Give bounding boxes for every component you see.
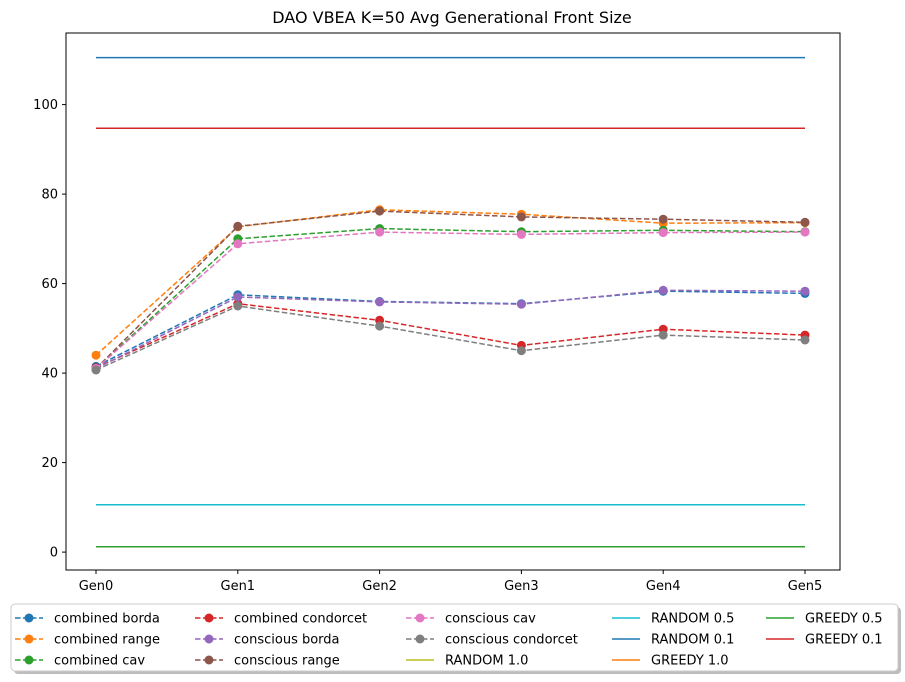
data-point	[375, 206, 385, 216]
legend-swatch-marker	[204, 613, 214, 623]
series-combined-condorcet	[91, 299, 810, 373]
y-tick-label: 80	[41, 188, 58, 203]
legend-box	[10, 603, 899, 672]
legend-item: conscious range	[195, 654, 340, 669]
legend-item: combined borda	[15, 612, 160, 627]
data-point	[800, 286, 810, 296]
legend-swatch-marker	[415, 634, 425, 644]
legend-label: conscious borda	[234, 633, 340, 648]
plot-frame	[65, 32, 841, 571]
legend-item: conscious condorcet	[406, 633, 578, 648]
legend-item: GREEDY 0.1	[766, 633, 883, 648]
data-point	[233, 301, 243, 311]
data-point	[233, 221, 243, 231]
legend-label: conscious range	[234, 654, 340, 669]
data-point	[375, 321, 385, 331]
series-line	[95, 302, 806, 369]
data-point	[516, 299, 526, 309]
legend-label: combined condorcet	[234, 612, 367, 627]
plot-area	[91, 56, 810, 548]
legend-item: combined range	[15, 633, 160, 648]
legend-item: conscious cav	[406, 612, 536, 627]
legend-item: conscious borda	[195, 633, 340, 648]
data-point	[658, 214, 668, 224]
legend-item: RANDOM 0.1	[612, 633, 734, 648]
data-point	[375, 297, 385, 307]
x-tick-label: Gen4	[646, 579, 681, 594]
legend-item: combined condorcet	[195, 612, 367, 627]
data-point	[233, 239, 243, 249]
legend-label: combined range	[54, 633, 160, 648]
legend-item: RANDOM 1.0	[406, 654, 528, 669]
y-tick-label: 60	[41, 277, 58, 292]
series-line	[95, 227, 806, 370]
x-tick-label: Gen1	[221, 579, 256, 594]
data-point	[91, 350, 101, 360]
series-line	[95, 231, 806, 370]
legend-swatch-marker	[415, 613, 425, 623]
chart-title: DAO VBEA K=50 Avg Generational Front Siz…	[272, 8, 632, 27]
series-combined-borda	[91, 286, 810, 371]
legend: combined borda combined range combined cav…	[10, 603, 901, 674]
series-line	[95, 289, 806, 370]
x-tick-label: Gen5	[788, 579, 823, 594]
series-conscious-cav	[91, 227, 810, 374]
series-conscious-range	[91, 206, 810, 374]
legend-label: conscious condorcet	[445, 633, 578, 648]
axes: Gen0 Gen1 Gen2 Gen3 Gen4 Gen5 0 20 40 60 80 100	[33, 32, 841, 594]
data-point	[658, 228, 668, 238]
x-tick-label: Gen0	[79, 579, 114, 594]
data-point	[800, 227, 810, 237]
series-line	[95, 305, 806, 371]
legend-label: conscious cav	[445, 612, 536, 627]
legend-label: RANDOM 0.1	[651, 633, 734, 648]
data-point	[91, 365, 101, 375]
series-conscious-condorcet	[91, 301, 810, 375]
data-point	[516, 346, 526, 356]
series-combined-cav	[91, 224, 810, 374]
legend-item: GREEDY 1.0	[612, 654, 729, 669]
data-point	[516, 229, 526, 239]
legend-swatch-marker	[204, 655, 214, 665]
legend-swatch-marker	[24, 655, 34, 665]
legend-item: RANDOM 0.5	[612, 612, 734, 627]
y-tick-label: 40	[41, 367, 58, 382]
data-point	[375, 227, 385, 237]
legend-label: GREEDY 0.5	[805, 612, 883, 627]
legend-label: RANDOM 1.0	[445, 654, 528, 669]
legend-label: RANDOM 0.5	[651, 612, 734, 627]
legend-item: combined cav	[15, 654, 145, 669]
data-point	[800, 217, 810, 227]
x-tick-label: Gen3	[504, 579, 539, 594]
series-conscious-borda	[91, 285, 810, 374]
legend-label: GREEDY 0.1	[805, 633, 883, 648]
legend-swatch-marker	[204, 634, 214, 644]
data-point	[658, 330, 668, 340]
legend-swatch-marker	[24, 634, 34, 644]
legend-label: combined borda	[54, 612, 160, 627]
y-tick-label: 0	[50, 546, 58, 561]
data-point	[233, 292, 243, 302]
series-line	[95, 210, 806, 370]
data-point	[658, 285, 668, 295]
data-point	[516, 212, 526, 222]
data-point	[800, 335, 810, 345]
series-line	[95, 209, 806, 356]
legend-swatch-marker	[24, 613, 34, 623]
legend-label: combined cav	[54, 654, 145, 669]
y-tick-label: 100	[33, 98, 58, 113]
x-tick-label: Gen2	[362, 579, 397, 594]
series-combined-range	[91, 205, 810, 360]
y-tick-label: 20	[41, 456, 58, 471]
legend-item: GREEDY 0.5	[766, 612, 883, 627]
legend-label: GREEDY 1.0	[651, 654, 729, 669]
